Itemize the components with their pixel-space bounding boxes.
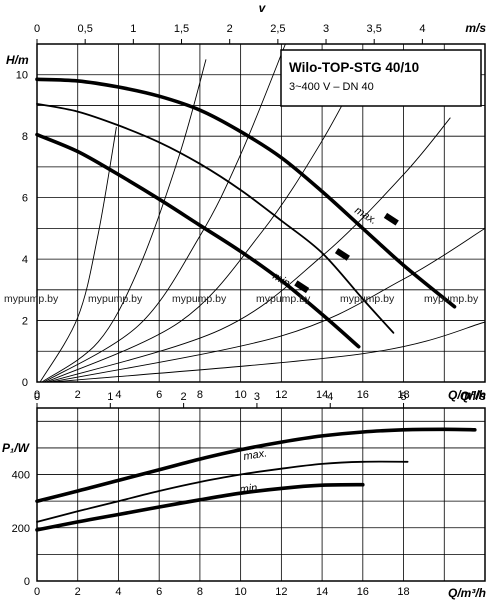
power-max-label: max. [243,447,268,463]
watermark-text: mypump.by [424,293,479,305]
velocity-tick: 2,5 [270,23,285,35]
power-x-axis-label: Q/m³/h [448,586,486,600]
power-chart-grid [37,408,485,581]
duty-point-marker [334,248,350,261]
system-curve [51,228,485,382]
velocity-axis-label: v [259,1,267,15]
velocity-tick: 2 [227,23,233,35]
head-y-tick: 10 [16,70,28,82]
head-y-tick: 8 [22,131,28,143]
pump-curve-0 [35,77,457,309]
head-x-tick: 4 [115,389,121,401]
chart-subtitle: 3~400 V – DN 40 [289,81,374,93]
power-curves [35,427,477,532]
velocity-tick: 1,5 [174,23,189,35]
system-curve [41,59,207,382]
power-curve-1 [36,460,409,523]
pump-curves [35,77,457,349]
velocity-tick: 0 [34,23,40,35]
head-y-tick: 4 [22,254,28,266]
velocity-tick-labels: 0 0,5 1 1,5 2 2,5 3 3,5 4 [34,23,425,44]
watermark-text: mypump.by [4,293,59,305]
head-y-tick: 2 [22,316,28,328]
velocity-tick: 1 [130,23,136,35]
power-x-tick: 0 [34,586,40,598]
head-x-tick-labels: 0 2 4 6 8 10 12 14 16 18 [34,389,410,401]
head-x-tick: 6 [156,389,162,401]
power-y-tick: 0 [24,576,30,588]
system-curve [48,117,451,382]
head-x-tick: 10 [235,389,247,401]
power-y-tick-labels: 0 200 400 [12,470,30,588]
power-x-tick: 14 [316,586,328,598]
velocity-axis-unit: m/s [465,21,486,35]
watermark-text: mypump.by [88,293,143,305]
head-x-tick: 0 [34,389,40,401]
power-y-axis-label: P₁/W [2,441,31,455]
watermark-row: mypump.by mypump.by mypump.by mypump.by mypu… [4,293,479,305]
watermark-text: mypump.by [172,293,227,305]
head-y-tick: 6 [22,193,28,205]
flow-ls-tick: 4 [327,391,333,403]
velocity-tick: 0,5 [78,23,93,35]
power-x-tick: 16 [357,586,369,598]
power-curve-2 [35,482,365,532]
head-x-tick: 16 [357,389,369,401]
power-x-tick: 18 [397,586,409,598]
head-y-tick: 0 [22,377,28,389]
head-x-tick: 18 [397,389,409,401]
head-x-tick: 8 [197,389,203,401]
power-x-tick: 10 [235,586,247,598]
watermark-text: mypump.by [340,293,395,305]
power-x-tick: 8 [197,586,203,598]
power-x-tick: 4 [115,586,121,598]
head-y-tick-labels: 0 2 4 6 8 10 [16,70,28,389]
power-y-tick: 200 [12,523,30,535]
power-min-label: min. [239,482,261,496]
power-x-tick: 12 [275,586,287,598]
pump-markers [294,212,399,294]
pump-curve-1 [36,103,395,334]
watermark-text: mypump.by [256,293,311,305]
head-y-axis-label: H/m [6,53,29,67]
head-x-tick: 2 [75,389,81,401]
chart-title: Wilo-TOP-STG 40/10 [289,60,419,75]
power-y-tick: 400 [12,470,30,482]
system-curves [39,44,485,382]
head-x-tick: 12 [275,389,287,401]
pump-curve-2 [35,132,361,349]
velocity-tick: 3 [323,23,329,35]
system-curve [43,44,286,382]
head-x-tick: 14 [316,389,328,401]
power-x-tick: 6 [156,586,162,598]
duty-point-marker [383,212,399,226]
power-curve-0 [35,427,477,503]
flow-ls-tick: 1 [107,391,113,403]
flow-ls-tick: 2 [181,391,187,403]
flow-ls-tick: 3 [254,391,260,403]
system-curve [53,321,485,382]
velocity-tick: 4 [419,23,425,35]
velocity-tick: 3,5 [367,23,382,35]
power-chart-frame [36,407,486,582]
title-box [280,49,482,107]
power-x-tick: 2 [75,586,81,598]
duty-point-marker [294,280,310,294]
system-curve [46,49,372,382]
head-chart-frame [36,43,486,383]
flow-ls-tick: 5 [400,391,406,403]
flow-ls-tick: 0 [34,391,40,403]
power-x-tick-labels: 0 2 4 6 8 10 12 14 16 18 [34,586,410,598]
flow-ls-axis-label: Q/l/s [460,389,486,403]
head-x-axis-label: Q/m³/h [448,388,486,402]
